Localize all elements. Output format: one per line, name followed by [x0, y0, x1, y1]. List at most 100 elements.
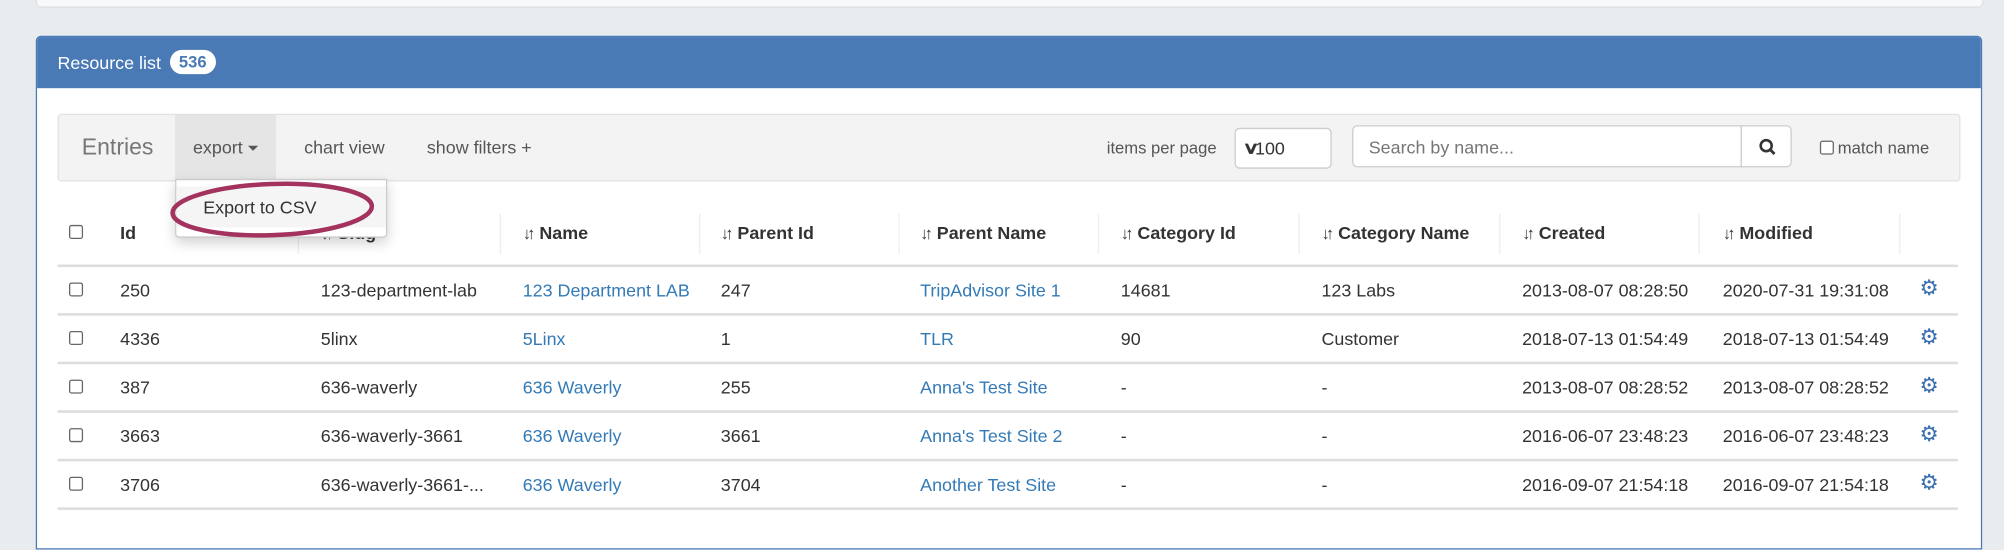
column-header-label: Category Id: [1137, 222, 1236, 243]
gear-icon[interactable]: ⚙: [1919, 324, 1940, 349]
panel-header: Resource list 536: [37, 37, 1981, 89]
table-row: 3706 636-waverly-3661-... 636 Waverly 3704 A…: [37, 461, 1981, 507]
cell: -: [1120, 474, 1127, 495]
column-header-name[interactable]: ↓↑ Name: [523, 222, 588, 242]
cell-link[interactable]: TripAdvisor Site 1: [920, 279, 1061, 301]
row-checkbox[interactable]: [69, 428, 84, 443]
cell: 123-department-lab: [320, 279, 477, 301]
gear-icon[interactable]: ⚙: [1919, 276, 1940, 301]
gear-icon[interactable]: ⚙: [1919, 421, 1940, 447]
cell: 636-waverly-3661: [320, 425, 464, 447]
cell: 1: [720, 328, 731, 349]
column-separator: [1298, 213, 1300, 255]
count-badge: 536: [169, 49, 216, 75]
row-divider: [57, 313, 1958, 316]
top-card: [35, 0, 1984, 8]
search-button[interactable]: [1740, 125, 1792, 168]
match-name-label: match name: [1837, 138, 1930, 158]
cell: 4336: [120, 328, 160, 349]
row-checkbox[interactable]: [69, 476, 84, 491]
resource-list-panel: Resource list 536 Entries export chart v…: [35, 35, 1983, 550]
cell: 2018-07-13 01:54:49: [1722, 328, 1889, 349]
sort-icon: ↓↑: [1522, 223, 1535, 243]
column-header-category-name[interactable]: ↓↑ Category Name: [1321, 222, 1469, 242]
cell-link[interactable]: 636 Waverly: [522, 377, 622, 398]
cell: 123 Labs: [1321, 279, 1396, 301]
row-checkbox[interactable]: [69, 282, 84, 297]
row-divider: [57, 361, 1958, 365]
match-name-checkbox[interactable]: [1819, 140, 1834, 155]
export-label: export: [192, 136, 243, 158]
column-header-created[interactable]: ↓↑ Created: [1522, 222, 1605, 242]
cell: 2016-06-07 23:48:23: [1722, 425, 1889, 447]
export-button[interactable]: export: [175, 115, 276, 181]
gear-icon[interactable]: ⚙: [1919, 373, 1940, 398]
search-input[interactable]: [1352, 125, 1742, 168]
cell: -: [1321, 425, 1328, 447]
column-header-id[interactable]: Id: [120, 222, 136, 242]
cell: 90: [1120, 328, 1141, 349]
table-row: 250 123-department-lab 123 Department LAB 2…: [37, 267, 1981, 313]
cell: 2013-08-07 08:28:52: [1722, 377, 1889, 398]
export-dropdown-menu: Export to CSV: [175, 178, 388, 238]
cell: 636-waverly-3661-...: [320, 474, 484, 495]
column-header-parent-id[interactable]: ↓↑ Parent Id: [721, 222, 814, 242]
row-divider: [57, 264, 1958, 268]
cell: 2016-06-07 23:48:23: [1522, 425, 1689, 447]
cell-link[interactable]: 123 Department LAB: [522, 279, 690, 301]
cell-link[interactable]: Anna's Test Site: [920, 377, 1048, 398]
cell: 2013-08-07 08:28:52: [1522, 377, 1689, 398]
cell: 3706: [120, 474, 160, 495]
select-all-checkbox[interactable]: [69, 224, 84, 239]
cell: -: [1321, 377, 1328, 398]
column-header-label: Parent Name: [936, 222, 1047, 243]
column-header-label: Category Name: [1338, 222, 1470, 243]
row-divider: [57, 458, 1958, 462]
cell-link[interactable]: 636 Waverly: [522, 425, 622, 447]
sort-icon: ↓↑: [1120, 223, 1134, 243]
cell: 2013-08-07 08:28:50: [1522, 279, 1689, 301]
column-separator: [699, 213, 701, 255]
sort-icon: ↓↑: [522, 223, 536, 243]
cell-link[interactable]: 636 Waverly: [522, 474, 622, 495]
chevron-down-icon: ∨: [1242, 138, 1260, 158]
column-separator: [1499, 213, 1501, 255]
cell-link[interactable]: Another Test Site: [920, 474, 1057, 495]
column-separator: [1899, 213, 1901, 255]
cell: 2018-07-13 01:54:49: [1522, 328, 1689, 349]
chart-view-button[interactable]: chart view: [304, 136, 385, 158]
items-per-page-select[interactable]: 100 ∨: [1234, 127, 1332, 169]
column-header-label: Name: [539, 222, 589, 243]
caret-down-icon: [247, 146, 259, 152]
column-header-category-id[interactable]: ↓↑ Category Id: [1121, 222, 1236, 242]
row-checkbox[interactable]: [69, 331, 84, 346]
cell-link[interactable]: TLR: [920, 328, 954, 349]
cell: 247: [720, 279, 751, 301]
row-divider: [57, 410, 1958, 413]
column-separator: [1698, 213, 1700, 255]
cell: 250: [120, 279, 150, 301]
panel-title: Resource list: [57, 52, 161, 73]
show-filters-button[interactable]: show filters +: [426, 136, 532, 158]
column-header-label: Id: [120, 222, 137, 243]
cell: Customer: [1321, 328, 1400, 349]
column-header-modified[interactable]: ↓↑ Modified: [1723, 222, 1813, 242]
column-header-label: Modified: [1739, 222, 1813, 243]
cell: 5linx: [320, 328, 358, 349]
sort-icon: ↓↑: [1722, 223, 1736, 243]
sort-icon: ↓↑: [720, 223, 734, 243]
table-row: 387 636-waverly 636 Waverly 255 Anna's Test …: [37, 364, 1981, 410]
row-divider: [57, 507, 1958, 510]
table-row: 3663 636-waverly-3661 636 Waverly 3661 Anna'…: [37, 413, 1981, 459]
cell-link[interactable]: Anna's Test Site 2: [920, 425, 1063, 447]
gear-icon[interactable]: ⚙: [1919, 470, 1940, 495]
cell: 2016-09-07 21:54:18: [1722, 474, 1889, 495]
column-separator: [499, 213, 501, 255]
export-to-csv-menu-item[interactable]: Export to CSV: [176, 186, 386, 228]
row-checkbox[interactable]: [69, 379, 84, 394]
cell: 14681: [1120, 279, 1171, 301]
sort-icon: ↓↑: [1321, 223, 1334, 243]
column-header-parent-name[interactable]: ↓↑ Parent Name: [920, 222, 1046, 242]
cell-link[interactable]: 5Linx: [522, 328, 566, 349]
cell: 387: [120, 377, 150, 398]
